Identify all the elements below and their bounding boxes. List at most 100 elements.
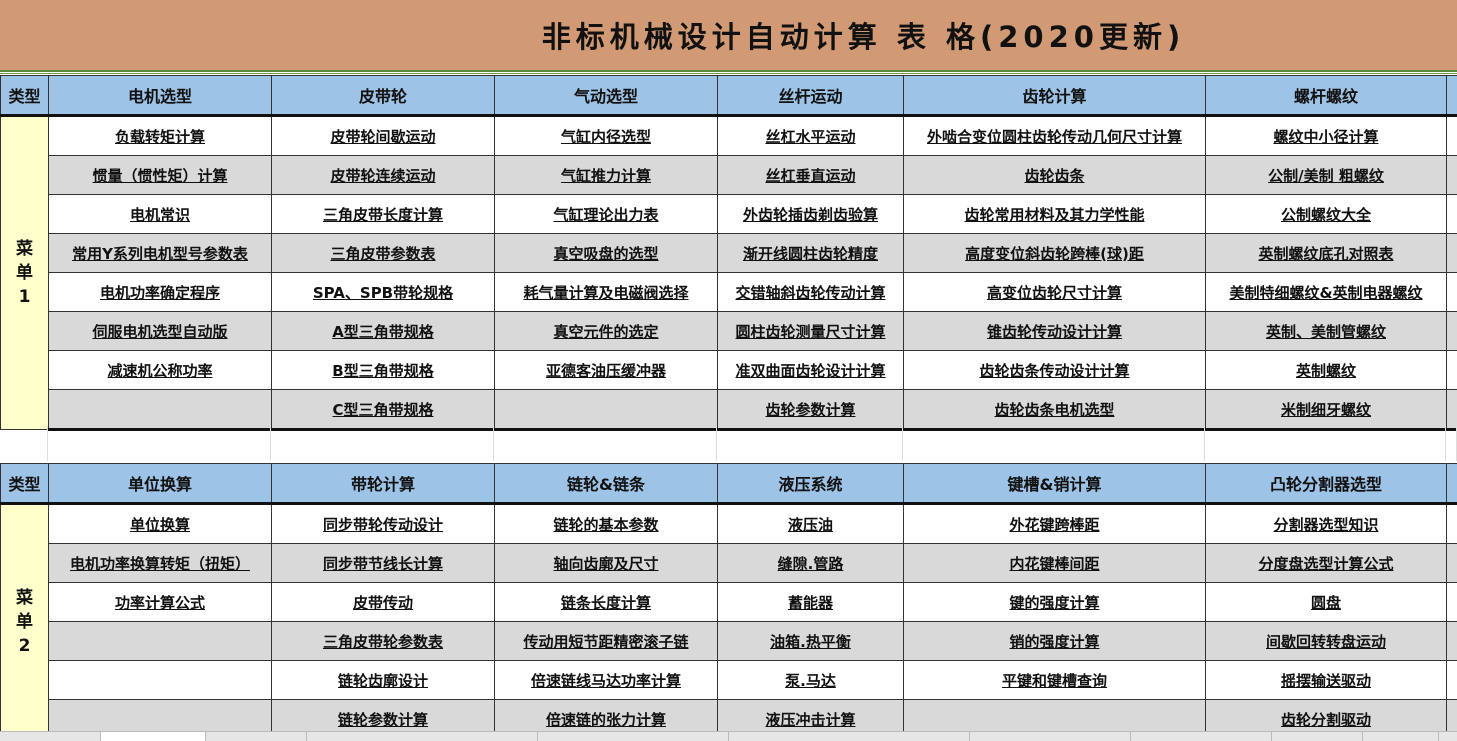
menu-link[interactable]: 公制/美制 粗螺纹 xyxy=(1268,167,1384,185)
menu-link[interactable]: 齿轮常用材料及其力学性能 xyxy=(964,206,1144,224)
menu-link-cell[interactable]: 泵.马达 xyxy=(718,661,904,700)
menu-link[interactable]: 同步带轮传动设计 xyxy=(323,516,443,534)
menu-link[interactable]: 皮带轮连续运动 xyxy=(330,167,435,185)
menu-link-cell[interactable]: 米制细牙螺纹 xyxy=(1206,390,1447,430)
menu-link[interactable]: 液压油 xyxy=(788,516,833,534)
menu-link-cell[interactable]: 圆柱齿轮测量尺寸计算 xyxy=(718,312,904,351)
menu-link[interactable]: 销的强度计算 xyxy=(1009,633,1099,651)
menu-link[interactable]: 英制螺纹底孔对照表 xyxy=(1258,245,1393,263)
menu-link[interactable]: 齿轮齿条 xyxy=(1024,167,1084,185)
menu-link[interactable]: B型三角带规格 xyxy=(332,362,433,380)
menu-link[interactable]: 伺服电机选型自动版 xyxy=(92,323,227,341)
menu-link[interactable]: 气缸推力计算 xyxy=(561,167,651,185)
menu-link[interactable]: 功率计算公式 xyxy=(115,594,205,612)
menu-link-cell[interactable]: 气缸内径选型 xyxy=(495,116,718,156)
menu-link-cell[interactable]: 高度变位斜齿轮跨棒(球)距 xyxy=(904,234,1206,273)
menu-link[interactable]: 同步带节线长计算 xyxy=(323,555,443,573)
menu-link-cell[interactable]: 减速机公称功率 xyxy=(49,351,272,390)
menu-link-cell[interactable]: 齿轮齿条电机选型 xyxy=(904,390,1206,430)
menu-link[interactable]: 公制螺纹大全 xyxy=(1281,206,1371,224)
menu-link[interactable]: 链轮齿廓设计 xyxy=(338,672,428,690)
menu-link[interactable]: 倍速链的张力计算 xyxy=(546,711,666,729)
menu-link-cell[interactable]: 外齿轮插齿剃齿验算 xyxy=(718,195,904,234)
menu-link-cell[interactable]: 皮带传动 xyxy=(272,583,495,622)
menu-link-cell[interactable]: 常用Y系列电机型号参数表 xyxy=(49,234,272,273)
menu-link[interactable]: 丝杠水平运动 xyxy=(765,128,855,146)
menu-link-cell[interactable]: 键的强度计算 xyxy=(904,583,1206,622)
menu-link[interactable]: 常用Y系列电机型号参数表 xyxy=(72,245,248,263)
menu-link[interactable]: 锥齿轮传动设计计算 xyxy=(987,323,1122,341)
menu-link-cell[interactable]: 同步带轮传动设计 xyxy=(272,504,495,544)
menu-link-cell[interactable]: 齿轮齿条传动设计计算 xyxy=(904,351,1206,390)
menu-link[interactable]: 负载转矩计算 xyxy=(115,128,205,146)
menu-link-cell[interactable]: 齿轮参数计算 xyxy=(718,390,904,430)
menu-link-cell[interactable]: 销的强度计算 xyxy=(904,622,1206,661)
menu-link-cell[interactable]: 皮带轮间歇运动 xyxy=(272,116,495,156)
menu-link-cell[interactable]: 负载转矩计算 xyxy=(49,116,272,156)
menu-link-cell[interactable]: C型三角带规格 xyxy=(272,390,495,430)
menu-link[interactable]: 倍速链线马达功率计算 xyxy=(531,672,681,690)
menu-link[interactable]: 分割器选型知识 xyxy=(1273,516,1378,534)
menu-link[interactable]: 蓄能器 xyxy=(788,594,833,612)
menu-link[interactable]: 摇摆输送驱动 xyxy=(1281,672,1371,690)
menu-link[interactable]: 平键和键槽查询 xyxy=(1002,672,1107,690)
menu-link-cell[interactable]: 电机常识 xyxy=(49,195,272,234)
menu-link-cell[interactable]: 缝隙.管路 xyxy=(718,544,904,583)
menu-link[interactable]: 高变位齿轮尺寸计算 xyxy=(987,284,1122,302)
menu-link[interactable]: 齿轮分割驱动 xyxy=(1281,711,1371,729)
menu-link-cell[interactable]: 美制特细螺纹&英制电器螺纹 xyxy=(1206,273,1447,312)
menu-link-cell[interactable]: 齿轮齿条 xyxy=(904,156,1206,195)
menu-link-cell[interactable]: 准双曲面齿轮设计计算 xyxy=(718,351,904,390)
menu-link[interactable]: 液压冲击计算 xyxy=(765,711,855,729)
menu-link[interactable]: 美制特细螺纹&英制电器螺纹 xyxy=(1229,284,1422,302)
menu-link-cell[interactable]: 摇摆输送驱动 xyxy=(1206,661,1447,700)
menu-link[interactable]: 英制、美制管螺纹 xyxy=(1266,323,1386,341)
menu-link[interactable]: 齿轮参数计算 xyxy=(765,401,855,419)
menu-link-cell[interactable]: 分度盘选型计算公式 xyxy=(1206,544,1447,583)
menu-link[interactable]: 耗气量计算及电磁阀选择 xyxy=(523,284,688,302)
menu-link-cell[interactable]: 轴向齿廓及尺寸 xyxy=(495,544,718,583)
menu-link[interactable]: 油箱.热平衡 xyxy=(770,633,851,651)
menu-link-cell[interactable]: SPA、SPB带轮规格 xyxy=(272,273,495,312)
menu-link-cell[interactable]: 单位换算 xyxy=(49,504,272,544)
menu-link-cell[interactable]: 间歇回转转盘运动 xyxy=(1206,622,1447,661)
menu-link-cell[interactable]: 渐开线圆柱齿轮精度 xyxy=(718,234,904,273)
menu-link-cell[interactable]: 齿轮常用材料及其力学性能 xyxy=(904,195,1206,234)
menu-link-cell[interactable]: 惯量（惯性矩）计算 xyxy=(49,156,272,195)
menu-link[interactable]: 齿轮齿条传动设计计算 xyxy=(979,362,1129,380)
menu-link[interactable]: 外啮合变位圆柱齿轮传动几何尺寸计算 xyxy=(927,128,1182,146)
menu-link[interactable]: 三角皮带参数表 xyxy=(330,245,435,263)
menu-link-cell[interactable]: 耗气量计算及电磁阀选择 xyxy=(495,273,718,312)
menu-link[interactable]: 高度变位斜齿轮跨棒(球)距 xyxy=(965,245,1144,263)
menu-link[interactable]: 电机常识 xyxy=(130,206,190,224)
menu-link[interactable]: 齿轮齿条电机选型 xyxy=(994,401,1114,419)
menu-link-cell[interactable]: 伺服电机选型自动版 xyxy=(49,312,272,351)
menu-link[interactable]: 交错轴斜齿轮传动计算 xyxy=(735,284,885,302)
menu-link-cell[interactable]: 倍速链线马达功率计算 xyxy=(495,661,718,700)
menu-link[interactable]: 链轮参数计算 xyxy=(338,711,428,729)
menu-link-cell[interactable]: 皮带轮连续运动 xyxy=(272,156,495,195)
menu-link[interactable]: SPA、SPB带轮规格 xyxy=(313,284,453,302)
menu-link-cell[interactable]: 英制、美制管螺纹 xyxy=(1206,312,1447,351)
menu-link-cell[interactable]: 三角皮带轮参数表 xyxy=(272,622,495,661)
menu-link-cell[interactable]: 链轮齿廓设计 xyxy=(272,661,495,700)
menu-link[interactable]: 外花键跨棒距 xyxy=(1009,516,1099,534)
menu-link-cell[interactable]: 蓄能器 xyxy=(718,583,904,622)
menu-link-cell[interactable]: 丝杠垂直运动 xyxy=(718,156,904,195)
menu-link-cell[interactable]: 公制螺纹大全 xyxy=(1206,195,1447,234)
menu-link-cell[interactable]: 功率计算公式 xyxy=(49,583,272,622)
menu-link[interactable]: 皮带轮间歇运动 xyxy=(330,128,435,146)
menu-link-cell[interactable]: 三角皮带长度计算 xyxy=(272,195,495,234)
menu-link[interactable]: 丝杠垂直运动 xyxy=(765,167,855,185)
menu-link[interactable]: 单位换算 xyxy=(130,516,190,534)
menu-link[interactable]: 皮带传动 xyxy=(353,594,413,612)
menu-link-cell[interactable]: 高变位齿轮尺寸计算 xyxy=(904,273,1206,312)
menu-link[interactable]: 圆柱齿轮测量尺寸计算 xyxy=(735,323,885,341)
menu-link-cell[interactable]: 三角皮带参数表 xyxy=(272,234,495,273)
menu-link[interactable]: 螺纹中小径计算 xyxy=(1273,128,1378,146)
menu-link[interactable]: 英制螺纹 xyxy=(1296,362,1356,380)
menu-link-cell[interactable]: 内花键棒间距 xyxy=(904,544,1206,583)
menu-link-cell[interactable]: 气缸理论出力表 xyxy=(495,195,718,234)
menu-link[interactable]: 外齿轮插齿剃齿验算 xyxy=(743,206,878,224)
menu-link-cell[interactable]: A型三角带规格 xyxy=(272,312,495,351)
